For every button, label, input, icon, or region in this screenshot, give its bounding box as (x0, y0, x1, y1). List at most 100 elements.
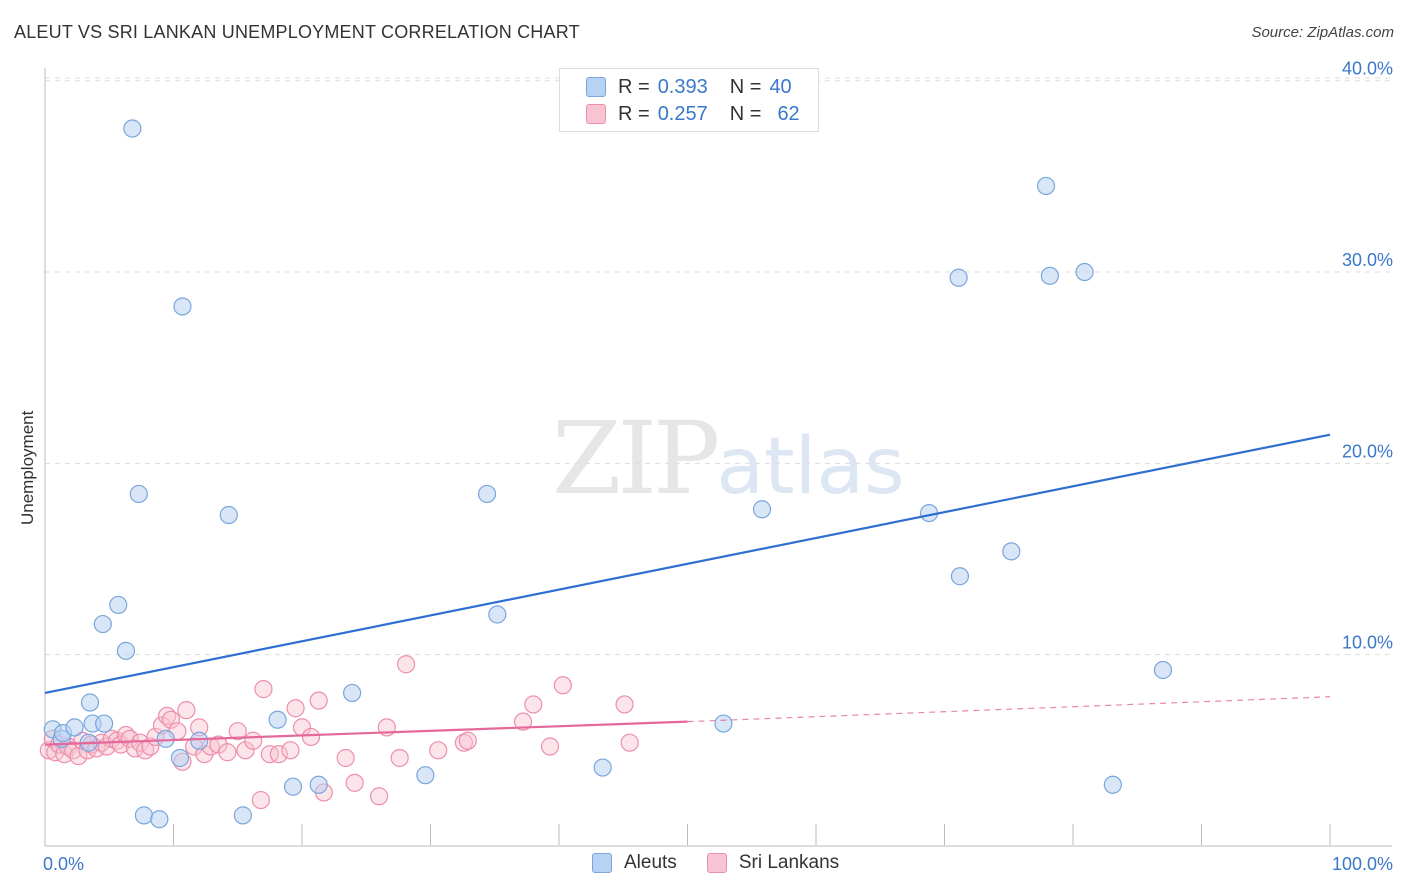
sri-lankan-point (513, 712, 533, 731)
series-label-aleuts: Aleuts (624, 852, 677, 873)
sri-lankan-point (345, 773, 364, 792)
sri-lankan-point (620, 733, 639, 752)
aleut-point (190, 731, 209, 750)
correlation-legend: R = 0.393 N = 40 R = 0.257 N = 62 (559, 68, 819, 132)
sri-lankan-point (396, 655, 416, 674)
aleut-point (109, 595, 128, 615)
y-axis-label: Unemployment (18, 410, 37, 525)
source-label: Source: ZipAtlas.com (1251, 24, 1394, 41)
aleut-point (129, 484, 148, 504)
sri-lankan-point (269, 745, 288, 764)
sri-lankan-point (309, 691, 328, 710)
watermark-atlas: atlas (716, 422, 905, 512)
aleut-point (156, 729, 175, 748)
sri-lankan-point (228, 722, 247, 741)
aleut-point (488, 605, 507, 624)
aleut-point (714, 714, 733, 733)
legend-n-label: N = (729, 102, 762, 125)
chart-title: ALEUT VS SRI LANKAN UNEMPLOYMENT CORRELA… (14, 22, 580, 42)
sri-lankan-point (244, 731, 263, 750)
watermark: ZIPatlas (552, 400, 905, 517)
sri-lankan-point (120, 729, 139, 748)
sri-lankan-trend-extension (687, 696, 1331, 723)
aleut-point (1153, 660, 1173, 680)
aleut-point (593, 758, 612, 777)
aleut-point (949, 268, 968, 287)
aleut-point (309, 775, 328, 794)
aleut-point (1103, 775, 1122, 794)
aleut-point (1036, 176, 1056, 196)
aleut-point (1040, 266, 1059, 285)
sri-lankan-trend-line (44, 720, 688, 746)
legend-row-aleuts: R = 0.393 N = 40 (586, 75, 792, 99)
legend-r-label: R = (618, 102, 650, 125)
sri-lankan-point (553, 676, 572, 695)
sri-lankan-point (390, 748, 409, 768)
legend-swatch-aleuts (586, 77, 606, 97)
sri-lankan-point (251, 790, 270, 810)
sri-lankan-point (236, 741, 255, 760)
aleut-point (343, 683, 362, 703)
aleut-point (219, 505, 238, 525)
x-tick-label: 100.0% (1332, 854, 1393, 874)
legend-n-label: N = (729, 75, 762, 98)
y-tick-label: 10.0% (1342, 633, 1393, 653)
aleut-point (134, 806, 154, 825)
sri-lankan-point (429, 741, 448, 760)
aleut-point (150, 810, 169, 829)
y-tick-label: 40.0% (1342, 59, 1393, 79)
points-layer (39, 119, 1173, 829)
sri-lankan-point (524, 695, 543, 714)
sri-lankan-point (370, 787, 389, 806)
aleut-trend-line (44, 433, 1331, 695)
y-tick-label: 20.0% (1342, 441, 1393, 461)
legend-swatch-sri-lankans (586, 104, 606, 124)
legend-r-value: 0.257 (657, 102, 708, 125)
sri-lankan-point (458, 731, 477, 750)
aleut-point (93, 614, 112, 634)
watermark-zip: ZIP (552, 400, 720, 517)
legend-n-value: 40 (769, 75, 792, 98)
aleut-point (95, 714, 114, 733)
sri-lankan-point (177, 701, 196, 720)
sri-lankan-point (286, 699, 305, 718)
trend-layer (44, 433, 1331, 746)
aleut-point (268, 710, 287, 729)
series-label-sri-lankans: Sri Lankans (738, 852, 840, 873)
legend-r-value: 0.393 (657, 75, 708, 98)
aleut-point (416, 766, 435, 785)
series-legend-sri-lankans[interactable]: Sri Lankans (706, 852, 840, 874)
aleut-point (950, 567, 970, 586)
x-tick-label: 0.0% (43, 854, 84, 874)
aleut-point (173, 297, 192, 316)
sri-lankan-point (254, 680, 273, 699)
aleut-point (80, 693, 100, 712)
series-legend: Aleuts Sri Lankans (592, 852, 869, 874)
sri-lankan-point (111, 735, 130, 754)
grid-layer (45, 77, 1392, 656)
aleut-point (65, 718, 84, 737)
aleut-point (233, 806, 252, 825)
legend-n-value: 62 (777, 102, 800, 125)
legend-row-sri-lankans: R = 0.257 N = 62 (586, 102, 800, 126)
sri-lankan-point (218, 743, 237, 762)
sri-lankan-point (540, 737, 560, 756)
legend-r-label: R = (618, 75, 650, 98)
sri-lankan-point (69, 746, 88, 766)
aleut-point (477, 484, 497, 504)
series-swatch-aleuts (592, 853, 612, 873)
sri-lankan-point (615, 695, 634, 714)
sri-lankan-point (336, 748, 355, 768)
sri-lankan-point (141, 737, 160, 756)
sri-lankan-point (39, 741, 58, 760)
aleut-point (116, 641, 136, 660)
aleut-point (123, 119, 142, 138)
sri-lankan-point (301, 727, 321, 747)
series-legend-aleuts[interactable]: Aleuts (592, 852, 677, 874)
aleut-point (170, 748, 190, 768)
sri-lankan-point (161, 710, 181, 729)
y-tick-label: 30.0% (1342, 250, 1393, 270)
aleut-point (1075, 262, 1094, 282)
aleut-point (752, 500, 772, 519)
